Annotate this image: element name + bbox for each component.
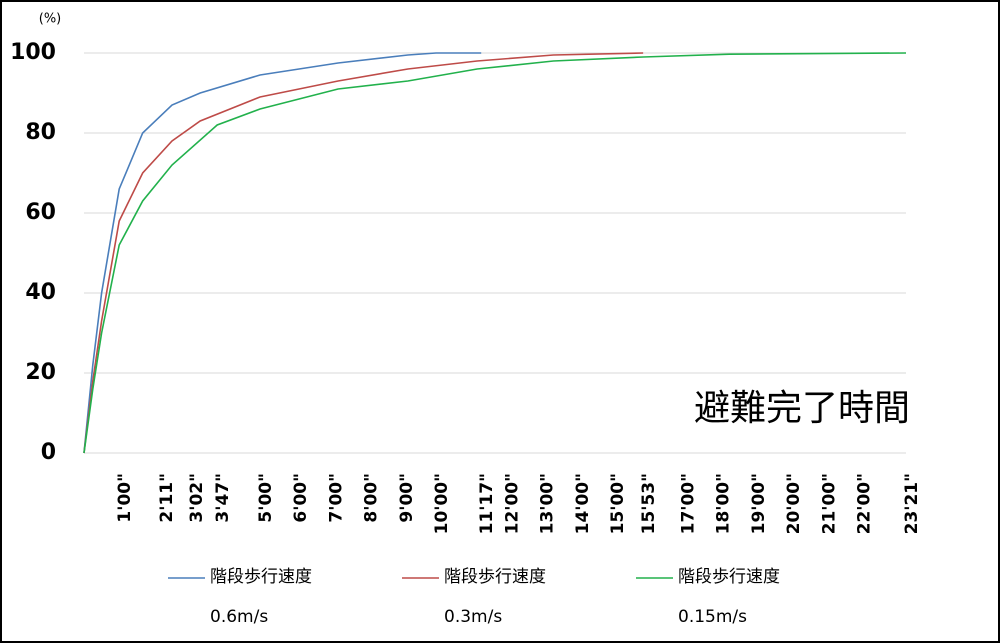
x-tick-label: 9'00" [397, 473, 417, 523]
x-tick-label: 18'00" [714, 473, 734, 534]
y-tick-label: 20 [25, 360, 56, 385]
x-tick-label: 23'21" [902, 473, 922, 534]
y-tick-label: 100 [10, 40, 56, 65]
x-tick-label: 8'00" [362, 473, 382, 523]
x-tick-label: 10'00" [432, 473, 452, 534]
y-tick-label: 40 [25, 280, 56, 305]
y-tick-label: 80 [25, 120, 56, 145]
x-tick-label: 21'00" [819, 473, 839, 534]
x-tick-label: 7'00" [326, 473, 346, 523]
x-tick-label: 20'00" [784, 473, 804, 534]
x-tick-label: 2'11" [157, 473, 177, 523]
y-tick-label: 0 [41, 440, 56, 465]
x-tick-label: 13'00" [538, 473, 558, 534]
x-tick-label: 15'00" [608, 473, 628, 534]
x-tick-label: 11'17" [477, 473, 497, 534]
legend-speed: 0.15m/s [678, 607, 747, 627]
legend-label: 階段歩行速度 [678, 567, 780, 587]
y-unit: (%) [39, 12, 62, 27]
x-tick-label: 22'00" [854, 473, 874, 534]
series-line [83, 52, 907, 454]
x-tick-label: 17'00" [678, 473, 698, 534]
annotation: 避難完了時間 [694, 388, 910, 429]
y-tick-label: 60 [25, 200, 56, 225]
legend-label: 階段歩行速度 [444, 567, 546, 587]
legend-label: 階段歩行速度 [210, 567, 312, 587]
x-tick-label: 6'00" [291, 473, 311, 523]
legend-speed: 0.3m/s [444, 607, 502, 627]
x-tick-label: 15'53" [639, 473, 659, 534]
x-tick-label: 14'00" [573, 473, 593, 534]
x-tick-label: 19'00" [749, 473, 769, 534]
x-tick-label: 1'00" [115, 473, 135, 523]
x-tick-label: 3'02" [187, 473, 207, 523]
series-line [83, 52, 482, 454]
series-line [83, 52, 644, 454]
x-tick-label: 12'00" [502, 473, 522, 534]
x-tick-label: 5'00" [256, 473, 276, 523]
x-tick-label: 3'47" [213, 473, 233, 523]
legend-speed: 0.6m/s [210, 607, 268, 627]
